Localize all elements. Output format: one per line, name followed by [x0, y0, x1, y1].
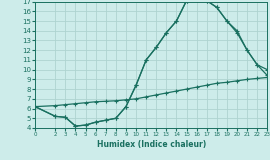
X-axis label: Humidex (Indice chaleur): Humidex (Indice chaleur)	[97, 140, 206, 149]
